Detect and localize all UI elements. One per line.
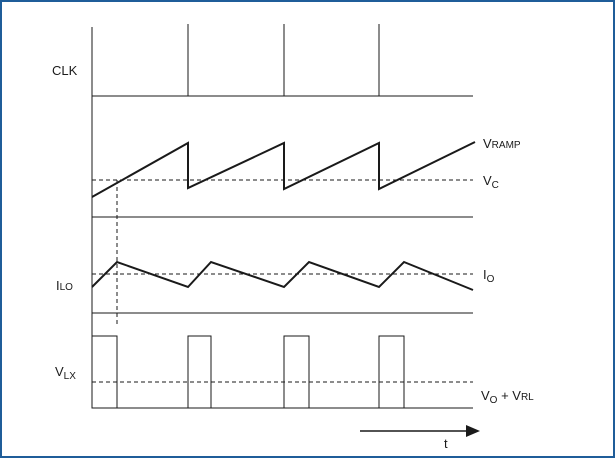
vramp-label: VRAMP	[483, 136, 521, 151]
vc-label: VC	[483, 173, 499, 191]
vlx-pulse	[378, 335, 405, 409]
time-axis-label: t	[444, 436, 448, 451]
ilo-waveform	[91, 260, 474, 291]
vlx-pulse	[187, 335, 212, 409]
vlx-label: VLX	[55, 364, 76, 382]
vo-vrl-label: VO + VRL	[481, 388, 534, 406]
io-label: IO	[483, 267, 495, 285]
ilo-label: ILO	[56, 278, 73, 293]
time-arrow-head	[466, 425, 480, 437]
vramp-waveform	[91, 141, 476, 198]
vlx-pulse	[91, 335, 118, 409]
clk-label: CLK	[52, 63, 78, 78]
vlx-pulse	[283, 335, 310, 409]
